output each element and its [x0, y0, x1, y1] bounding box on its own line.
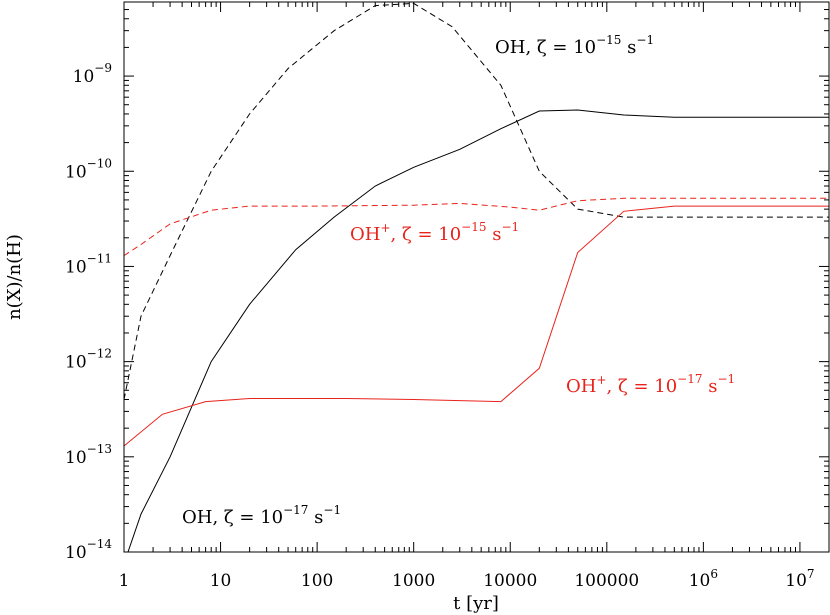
tick-layer: [123, 1, 830, 553]
annotation-layer: OH, ζ = 10−15 s−1 OH+, ζ = 10−15 s−1 OH+, …: [182, 33, 735, 528]
curve-annotation-2: OH+, ζ = 10−15 s−1: [350, 220, 519, 245]
x-tick-label: 10000: [483, 571, 537, 591]
x-axis-label: t [yr]: [453, 593, 499, 614]
y-tick-label: 10−13: [65, 442, 112, 468]
plot-frame: [123, 1, 830, 553]
tick-label-layer: 1 10 100 1000 10000 100000 106 107 10−14 10−13 10−…: [65, 61, 815, 591]
y-tick-label: 10−10: [65, 156, 112, 182]
y-axis-label: n(X)/n(H): [4, 234, 25, 320]
y-tick-label: 10−11: [65, 251, 112, 277]
curve-annotation-1: OH, ζ = 10−15 s−1: [495, 33, 654, 58]
series-line-1: [124, 2, 829, 400]
series-line-2: [127, 109, 829, 552]
x-tick-label: 107: [785, 567, 814, 591]
x-tick-label: 10: [210, 571, 232, 591]
x-tick-label: 100: [301, 571, 333, 591]
x-tick-label: 100000: [574, 571, 639, 591]
x-tick-label: 106: [689, 567, 718, 591]
y-tick-label: 10−14: [65, 537, 112, 563]
y-tick-label: 10−12: [65, 347, 112, 373]
y-tick-label: 10−9: [73, 61, 112, 87]
curve-annotation-4: OH, ζ = 10−17 s−1: [182, 503, 341, 528]
series-line-3: [124, 197, 829, 257]
series-line-4: [124, 205, 829, 447]
series-layer: [124, 2, 829, 552]
curve-annotation-3: OH+, ζ = 10−17 s−1: [566, 372, 735, 397]
x-tick-label: 1: [119, 571, 130, 591]
x-tick-label: 1000: [392, 571, 435, 591]
